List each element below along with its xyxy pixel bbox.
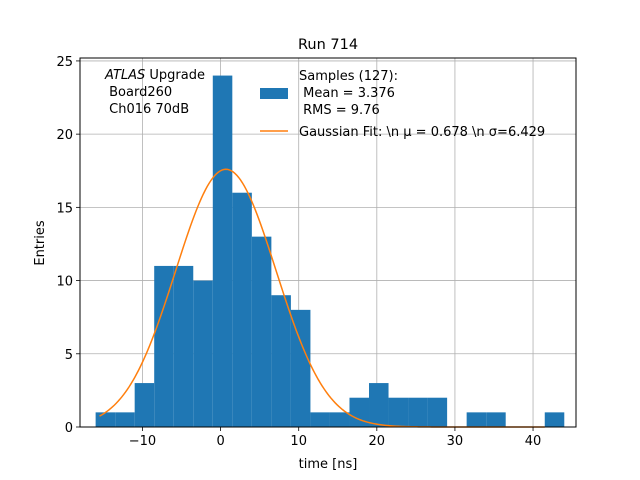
x-tick-label: 30: [447, 434, 464, 449]
legend-swatch-samples: [260, 88, 288, 99]
histogram-bar: [388, 397, 409, 427]
legend-samples-line-3: RMS = 9.76: [299, 103, 380, 118]
histogram-bar: [115, 412, 135, 427]
histogram-bar: [486, 412, 506, 427]
histogram-bar: [251, 236, 272, 427]
y-tick-label: 25: [56, 55, 73, 70]
histogram-bar: [193, 280, 213, 427]
y-tick-label: 10: [56, 275, 73, 290]
histogram-bar: [95, 412, 116, 427]
x-tick-label: 0: [216, 434, 224, 449]
histogram-bar: [544, 412, 565, 427]
x-axis-ticks: −10 0 10 20 30 40: [129, 427, 542, 449]
x-tick-label: 20: [369, 434, 386, 449]
legend-samples-line-1: Samples (127):: [299, 69, 398, 84]
histogram-bar: [310, 412, 330, 427]
x-tick-label: −10: [129, 434, 156, 449]
legend-fit-label: Gaussian Fit: \n μ = 0.678 \n σ=6.429: [299, 125, 545, 140]
y-axis-ticks: 0 5 10 15 20 25: [56, 55, 80, 436]
x-tick-label: 10: [290, 434, 307, 449]
annotation-atlas-label: ATLAS: [104, 68, 145, 83]
histogram-bar: [173, 265, 194, 427]
y-tick-label: 5: [65, 348, 73, 363]
y-tick-label: 20: [56, 128, 73, 143]
histogram-bar: [329, 412, 350, 427]
histogram-bar: [154, 265, 174, 427]
annotation-line-1: ATLAS Upgrade: [104, 68, 205, 83]
annotation-upgrade-label: Upgrade: [145, 68, 205, 83]
legend-samples-line-2: Mean = 3.376: [299, 86, 395, 101]
plot-frame: [79, 57, 577, 428]
histogram-bar: [408, 397, 428, 427]
histogram-bar: [349, 397, 370, 427]
histogram-bar: [466, 412, 487, 427]
y-tick-label: 0: [65, 421, 73, 436]
histogram-bar: [271, 295, 291, 427]
x-tick-label: 40: [525, 434, 542, 449]
histogram-bar: [232, 192, 252, 427]
atlas-annotation: ATLAS Upgrade Board260 Ch016 70dB: [104, 68, 205, 117]
y-axis-label: Entries: [33, 220, 48, 266]
chart-title: Run 714: [298, 37, 358, 53]
histogram-bar: [134, 383, 155, 427]
annotation-line-2: Board260: [105, 85, 172, 100]
histogram-bar: [427, 397, 448, 427]
legend: Samples (127): Mean = 3.376 RMS = 9.76 G…: [260, 69, 545, 140]
y-tick-label: 15: [56, 201, 73, 216]
histogram-bar: [290, 309, 311, 427]
histogram-bar: [212, 75, 233, 428]
histogram-bar: [369, 383, 389, 427]
x-axis-label: time [ns]: [299, 457, 358, 472]
annotation-line-3: Ch016 70dB: [105, 102, 189, 117]
